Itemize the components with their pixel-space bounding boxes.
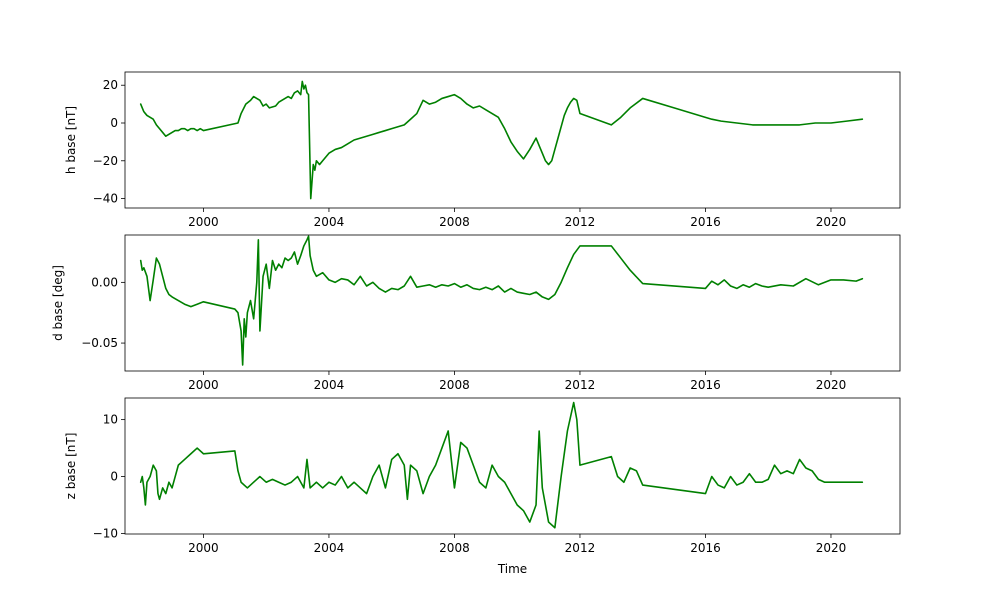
y-axis-label: d base [deg] bbox=[51, 265, 65, 341]
panel-d-base: 2000 2004 2008 2012 2016 2020 −0.05 0.00 d bas… bbox=[51, 234, 901, 392]
x-tick-label: 2008 bbox=[439, 378, 470, 392]
x-tick-label: 2000 bbox=[188, 215, 219, 229]
axes-frame bbox=[124, 71, 901, 209]
y-tick-label: 20 bbox=[103, 78, 118, 92]
panel-h-base: 2000 2004 2008 2012 2016 2020 −40 −20 0 20 h bas… bbox=[64, 71, 901, 229]
y-tick-label: 0 bbox=[110, 470, 118, 484]
x-tick-label: 2012 bbox=[565, 378, 596, 392]
x-tick-label: 2000 bbox=[188, 378, 219, 392]
y-tick-label: −10 bbox=[93, 526, 118, 540]
x-tick-label: 2000 bbox=[188, 541, 219, 555]
x-tick-label: 2016 bbox=[690, 541, 721, 555]
series-layer bbox=[139, 235, 864, 366]
x-tick-label: 2020 bbox=[816, 215, 847, 229]
x-tick-label: 2016 bbox=[690, 215, 721, 229]
x-tick-label: 2020 bbox=[816, 541, 847, 555]
x-tick-label: 2004 bbox=[314, 378, 345, 392]
y-tick-label: −0.05 bbox=[81, 336, 118, 350]
x-tick-label: 2012 bbox=[565, 541, 596, 555]
series-layer bbox=[139, 80, 864, 200]
y-tick-label: 10 bbox=[103, 413, 118, 427]
y-tick-label: −40 bbox=[93, 192, 118, 206]
x-axis: 2000 2004 2008 2012 2016 2020 bbox=[188, 208, 846, 229]
axes-frame bbox=[124, 397, 901, 535]
y-axis-label: z base [nT] bbox=[64, 433, 78, 500]
series-layer bbox=[139, 401, 864, 529]
x-axis: 2000 2004 2008 2012 2016 2020 bbox=[188, 534, 846, 555]
y-tick-label: 0.00 bbox=[91, 275, 118, 289]
series-line bbox=[139, 80, 864, 200]
y-axis: −40 −20 0 20 bbox=[93, 78, 125, 206]
x-tick-label: 2012 bbox=[565, 215, 596, 229]
axes-frame bbox=[124, 234, 901, 372]
x-tick-label: 2008 bbox=[439, 541, 470, 555]
y-tick-label: 0 bbox=[110, 116, 118, 130]
x-tick-label: 2016 bbox=[690, 378, 721, 392]
y-axis-label: h base [nT] bbox=[64, 106, 78, 174]
y-tick-label: −20 bbox=[93, 154, 118, 168]
x-tick-label: 2020 bbox=[816, 378, 847, 392]
panel-z-base: 2000 2004 2008 2012 2016 2020 −10 0 10 z base [… bbox=[64, 397, 901, 576]
series-line bbox=[139, 235, 864, 366]
x-axis-label: Time bbox=[497, 562, 527, 576]
x-tick-label: 2004 bbox=[314, 541, 345, 555]
x-tick-label: 2004 bbox=[314, 215, 345, 229]
y-axis: −0.05 0.00 bbox=[81, 275, 125, 350]
series-line bbox=[139, 401, 864, 529]
y-axis: −10 0 10 bbox=[93, 413, 125, 540]
x-tick-label: 2008 bbox=[439, 215, 470, 229]
x-axis: 2000 2004 2008 2012 2016 2020 bbox=[188, 371, 846, 392]
